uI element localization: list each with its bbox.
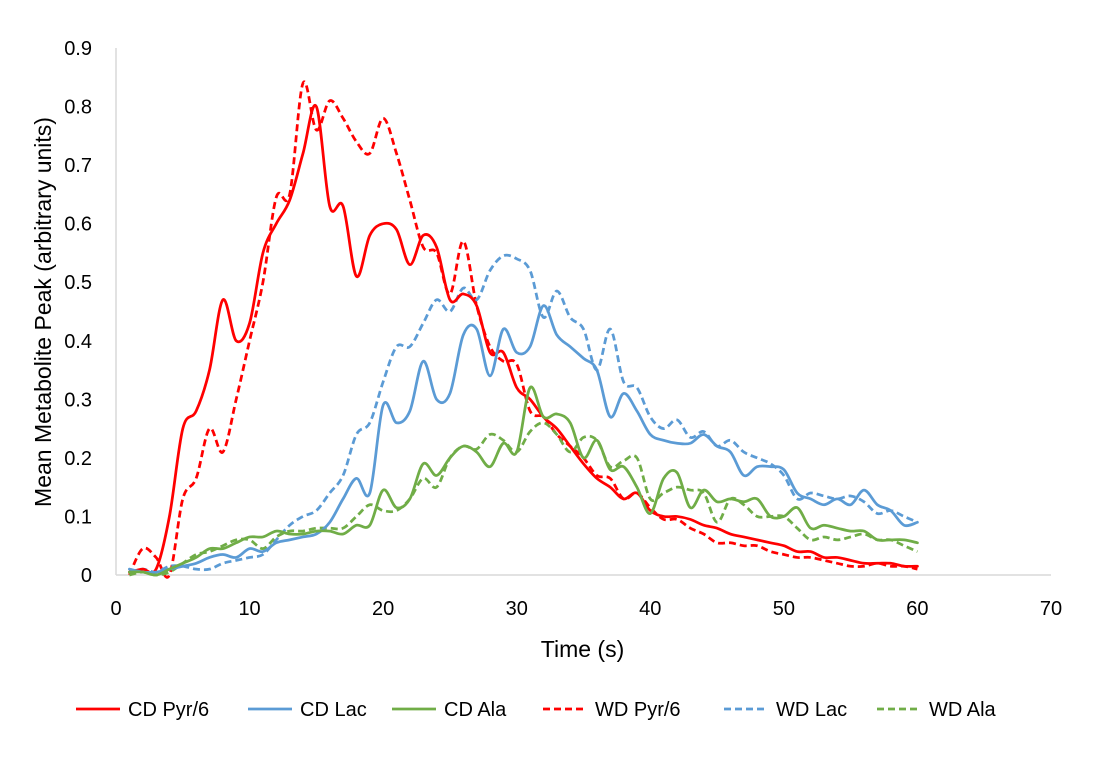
x-tick-labels: 0 10 20 30 40 50 60 70 — [110, 598, 1062, 620]
y-tick-label: 0.6 — [64, 214, 92, 236]
y-tick-label: 0.9 — [64, 38, 92, 60]
chart-legend: CD Pyr/6 CD Lac CD Ala WD Pyr/6 WD Lac WD Ala — [76, 699, 997, 721]
legend-label: CD Pyr/6 — [128, 699, 209, 721]
x-tick-label: 70 — [1040, 598, 1062, 620]
x-tick-label: 60 — [906, 598, 928, 620]
x-tick-label: 10 — [238, 598, 260, 620]
y-tick-label: 0.2 — [64, 448, 92, 470]
x-tick-label: 40 — [639, 598, 661, 620]
y-tick-label: 0.4 — [64, 331, 92, 353]
x-tick-label: 0 — [110, 598, 121, 620]
y-tick-label: 0.7 — [64, 155, 92, 177]
chart-axes — [115, 48, 1051, 576]
series-line-wd-pyr-6 — [128, 80, 918, 579]
legend-label: WD Ala — [929, 699, 997, 721]
x-tick-label: 50 — [773, 598, 795, 620]
y-tick-label: 0 — [81, 565, 92, 587]
x-tick-label: 20 — [372, 598, 394, 620]
series-line-cd-pyr-6 — [127, 103, 919, 575]
y-tick-labels: 0 0.1 0.2 0.3 0.4 0.5 0.6 0.7 0.8 0.9 — [64, 38, 92, 587]
y-tick-label: 0.3 — [64, 389, 92, 411]
legend-label: CD Lac — [300, 699, 367, 721]
x-tick-label: 30 — [506, 598, 528, 620]
y-tick-label: 0.8 — [64, 97, 92, 119]
legend-label: CD Ala — [444, 699, 507, 721]
plot-series-group — [127, 80, 919, 579]
y-tick-label: 0.1 — [64, 506, 92, 528]
y-axis-title: Mean Metabolite Peak (arbitrary units) — [30, 117, 56, 507]
y-tick-label: 0.5 — [64, 272, 92, 294]
series-line-wd-lac — [129, 253, 918, 574]
series-line-cd-ala — [127, 385, 919, 577]
series-line-cd-lac — [127, 304, 919, 574]
legend-label: WD Pyr/6 — [595, 699, 681, 721]
x-axis-title: Time (s) — [541, 636, 624, 662]
legend-label: WD Lac — [776, 699, 847, 721]
